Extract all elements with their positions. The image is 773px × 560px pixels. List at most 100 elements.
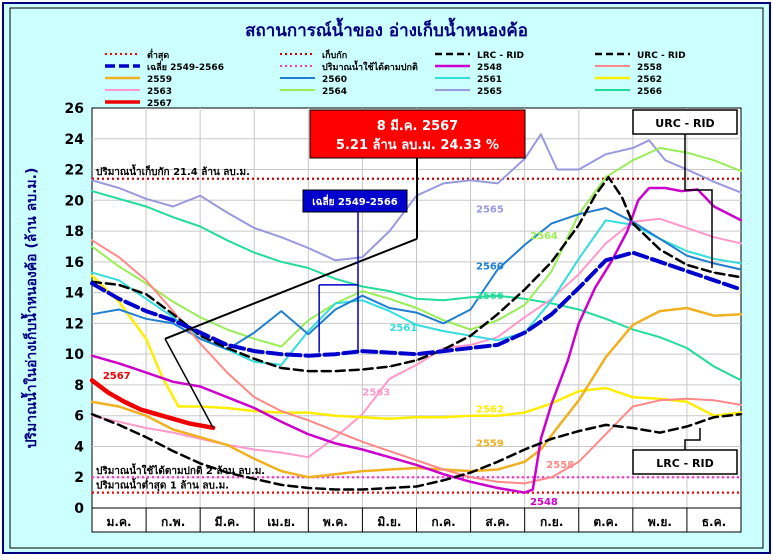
data-point-y2563 — [659, 218, 661, 220]
data-point-y2563 — [524, 316, 526, 318]
data-point-y2562 — [177, 405, 180, 408]
data-point-y2564 — [361, 290, 363, 292]
data-point-y2560 — [172, 322, 174, 324]
data-point-y2561 — [578, 258, 580, 260]
data-point-y2559 — [605, 356, 607, 358]
x-tick-label: พ.ย. — [648, 515, 672, 529]
data-point-y2561 — [145, 298, 147, 300]
data-point-y2548 — [91, 355, 93, 357]
legend-label-AVG: เฉลี่ย 2549-2566 — [147, 60, 224, 73]
data-point-y2548 — [280, 421, 282, 423]
series-label-y2563: 2563 — [362, 388, 390, 399]
data-point-y2566 — [442, 299, 445, 301]
y-tick-label: 12 — [65, 316, 84, 332]
data-point-y2562 — [740, 412, 742, 414]
data-point-y2559 — [713, 315, 715, 317]
data-point-y2558 — [307, 419, 309, 421]
data-point-y2563 — [253, 448, 255, 451]
data-point-y2558 — [632, 405, 634, 408]
data-point-y2548 — [199, 385, 201, 388]
data-point-y2565 — [648, 139, 650, 141]
data-point-y2558 — [659, 399, 661, 401]
data-point-y2558 — [118, 256, 120, 258]
data-point-y2548 — [118, 362, 120, 364]
data-point-LRC — [253, 478, 255, 480]
data-point-y2566 — [334, 278, 336, 280]
y-tick-label: 4 — [74, 439, 84, 455]
data-point-LRC — [280, 484, 282, 486]
data-point-y2562 — [470, 415, 472, 417]
data-point-AVG — [91, 282, 93, 284]
data-point-y2563 — [118, 421, 120, 423]
annotation-avg-text: เฉลี่ย 2549-2566 — [312, 194, 398, 208]
y-tick-label: 10 — [65, 347, 85, 363]
data-point-y2548 — [610, 261, 612, 263]
data-point-y2565 — [199, 195, 201, 197]
y-tick-label: 18 — [65, 224, 84, 240]
annotation-current-date: 8 มี.ค. 2567 — [377, 118, 458, 134]
data-point-y2567 — [188, 422, 190, 424]
data-point-y2565 — [605, 153, 607, 155]
data-point-y2565 — [578, 168, 580, 171]
data-point-y2564 — [226, 328, 228, 331]
legend-label-y2559: 2559 — [147, 75, 172, 85]
data-point-y2559 — [280, 470, 282, 472]
data-point-y2560 — [632, 221, 634, 223]
data-point-y2563 — [415, 364, 418, 366]
data-point-LRC — [334, 488, 336, 491]
data-point-y2563 — [605, 242, 607, 244]
data-point-URC — [713, 272, 715, 274]
data-point-y2559 — [540, 448, 542, 451]
annotation-urc-text: URC - RID — [655, 117, 714, 130]
chart-title: สถานการณ์น้ำของ อ่างเก็บน้ำหนองค้อ — [245, 17, 528, 41]
reference-label-usable: ปริมาณน้ำใช้ได้ตามปกติ 2 ล้าน ลบ.ม. — [96, 463, 265, 477]
data-point-y2561 — [551, 299, 553, 301]
data-point-y2562 — [280, 412, 282, 414]
data-point-URC — [659, 248, 661, 251]
data-point-AVG — [686, 270, 688, 272]
data-point-y2561 — [713, 258, 715, 260]
data-point-y2560 — [713, 262, 715, 264]
data-point-y2548 — [637, 199, 639, 201]
data-point-URC — [226, 347, 228, 349]
data-point-y2566 — [524, 298, 526, 300]
data-point-y2565 — [91, 179, 93, 181]
data-point-y2565 — [226, 212, 228, 214]
data-point-y2566 — [497, 295, 499, 297]
data-point-AVG — [280, 353, 282, 355]
legend-label-URC: URC - RID — [637, 51, 686, 61]
data-point-y2564 — [118, 265, 120, 268]
annotation-leader-point — [164, 338, 214, 429]
data-point-y2560 — [686, 255, 688, 257]
series-label-y2559: 2559 — [476, 438, 504, 449]
legend-label-min: ต่ำสุด — [147, 48, 169, 61]
data-point-URC — [388, 365, 391, 368]
data-point-LRC — [740, 413, 742, 415]
data-point-y2560 — [524, 244, 526, 246]
data-point-y2566 — [415, 298, 418, 300]
data-point-y2564 — [740, 170, 742, 172]
data-point-y2565 — [540, 133, 542, 135]
data-point-y2561 — [361, 299, 363, 301]
data-point-y2562 — [145, 338, 147, 340]
data-point-AVG — [145, 310, 147, 312]
data-point-y2565 — [664, 159, 666, 161]
data-point-LRC — [226, 472, 228, 474]
data-point-y2548 — [594, 287, 596, 289]
x-tick-label: พ.ค. — [323, 515, 348, 529]
data-point-y2565 — [280, 236, 282, 238]
data-point-y2558 — [253, 396, 255, 398]
y-tick-label: 22 — [65, 163, 84, 179]
data-point-y2559 — [226, 444, 228, 446]
data-point-y2558 — [388, 450, 391, 452]
data-point-y2548 — [680, 190, 683, 192]
data-point-y2566 — [470, 296, 472, 298]
data-point-URC — [307, 370, 309, 372]
annotation-leader-lrc — [684, 428, 701, 450]
legend-label-y2561: 2561 — [477, 75, 502, 85]
data-point-URC — [145, 293, 147, 295]
data-point-y2558 — [713, 399, 715, 401]
data-point-y2566 — [605, 318, 607, 320]
data-point-y2560 — [253, 332, 255, 334]
data-point-y2563 — [470, 344, 472, 346]
